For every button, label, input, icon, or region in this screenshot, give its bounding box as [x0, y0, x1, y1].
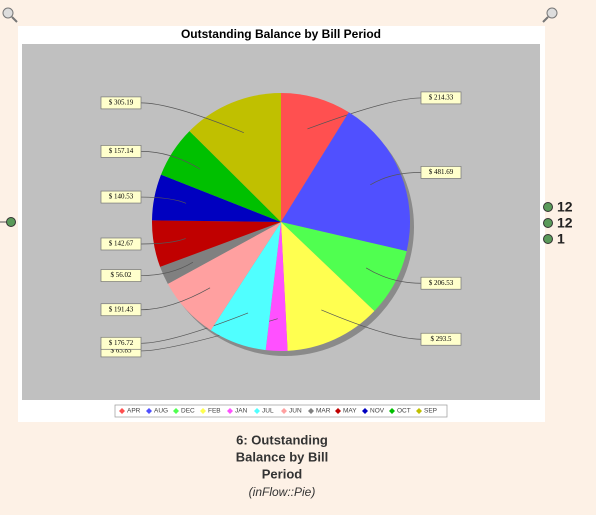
label-leader [140, 287, 211, 311]
legend-label: APR [127, 408, 141, 415]
legend-label: FEB [208, 408, 221, 415]
label-leader [321, 309, 422, 340]
legend-label: NOV [370, 408, 385, 415]
pie-slice [265, 222, 288, 352]
pie-slice [160, 222, 281, 284]
value-label: $ 305.19 [109, 99, 134, 107]
label-box [100, 336, 142, 350]
value-label: $ 176.72 [109, 339, 134, 347]
label-leader [140, 102, 244, 133]
label-box [420, 332, 462, 346]
zoom-icon[interactable] [542, 7, 558, 23]
legend-swatch [146, 408, 152, 414]
value-label: $ 293.5 [431, 335, 453, 343]
label-box [100, 303, 142, 317]
pie-slice [152, 174, 281, 222]
output-port[interactable] [543, 234, 553, 244]
label-leader [307, 97, 422, 130]
legend-swatch [389, 408, 395, 414]
value-label: $ 65.85 [111, 347, 133, 355]
label-box [100, 190, 142, 204]
zoom-handle [542, 16, 549, 23]
pie-slice [152, 220, 281, 267]
pie-slice [161, 131, 281, 222]
legend-label: AUG [154, 408, 168, 415]
label-box [420, 91, 462, 105]
pie-slice [281, 222, 375, 351]
label-box [100, 269, 142, 282]
legend-label: OCT [397, 408, 411, 415]
legend-label: MAR [316, 408, 331, 415]
label-box [100, 96, 142, 110]
caption-line: 6: Outstanding [236, 432, 328, 447]
output-port[interactable] [543, 202, 553, 212]
port-count: 12 [557, 199, 573, 215]
pie-slice [281, 93, 349, 222]
legend-swatch [119, 408, 125, 414]
legend-swatch [200, 408, 206, 414]
legend-swatch [227, 408, 233, 414]
value-label: $ 191.43 [109, 305, 134, 313]
legend-label: DEC [181, 408, 195, 415]
legend-label: JUN [289, 408, 302, 415]
label-leader [140, 238, 186, 245]
legend-label: JAN [235, 408, 248, 415]
legend-swatch [308, 408, 314, 414]
pie-slice [189, 93, 281, 222]
legend-swatch [416, 408, 422, 414]
legend-label: SEP [424, 408, 437, 415]
value-label: $ 157.14 [109, 147, 134, 155]
legend-swatch [281, 408, 287, 414]
zoom-lens [2, 7, 14, 19]
legend: APR AUG DEC FEB JAN JUL JUN MAR MAY NOV OCT SEP [114, 404, 448, 418]
label-leader [365, 267, 422, 284]
caption-subtitle: (inFlow::Pie) [249, 485, 316, 499]
label-leader [140, 312, 249, 344]
caption-line: Period [262, 466, 303, 481]
label-leader [370, 172, 422, 186]
pie-slice [167, 222, 281, 331]
legend-swatch [173, 408, 179, 414]
value-label: $ 481.69 [429, 168, 454, 176]
label-box [420, 276, 462, 290]
pie-slice [281, 222, 407, 311]
value-label: $ 214.33 [429, 94, 454, 102]
label-leader [140, 151, 201, 170]
value-label: $ 140.53 [109, 193, 134, 201]
legend-label: JUL [262, 408, 274, 415]
port-count: 1 [557, 231, 565, 247]
chart-title: Outstanding Balance by Bill Period [181, 27, 381, 41]
zoom-icon[interactable] [2, 7, 18, 23]
label-leader [140, 196, 187, 204]
legend-label: MAY [343, 408, 357, 415]
legend-swatch [362, 408, 368, 414]
label-box [420, 166, 462, 179]
value-label: $ 56.02 [111, 271, 133, 279]
pie-slice [281, 112, 410, 252]
port-count: 12 [557, 215, 573, 231]
label-box [100, 237, 142, 251]
pie-slice [210, 222, 281, 351]
caption-line: Balance by Bill [236, 449, 328, 464]
zoom-lens [546, 7, 558, 19]
zoom-handle [11, 16, 18, 23]
value-label: $ 142.67 [109, 240, 134, 248]
label-box [100, 145, 142, 158]
input-port[interactable] [6, 217, 16, 227]
value-label: $ 206.53 [429, 279, 454, 287]
label-leader [140, 261, 194, 276]
legend-swatch [254, 408, 260, 414]
output-port[interactable] [543, 218, 553, 228]
legend-swatch [335, 408, 341, 414]
